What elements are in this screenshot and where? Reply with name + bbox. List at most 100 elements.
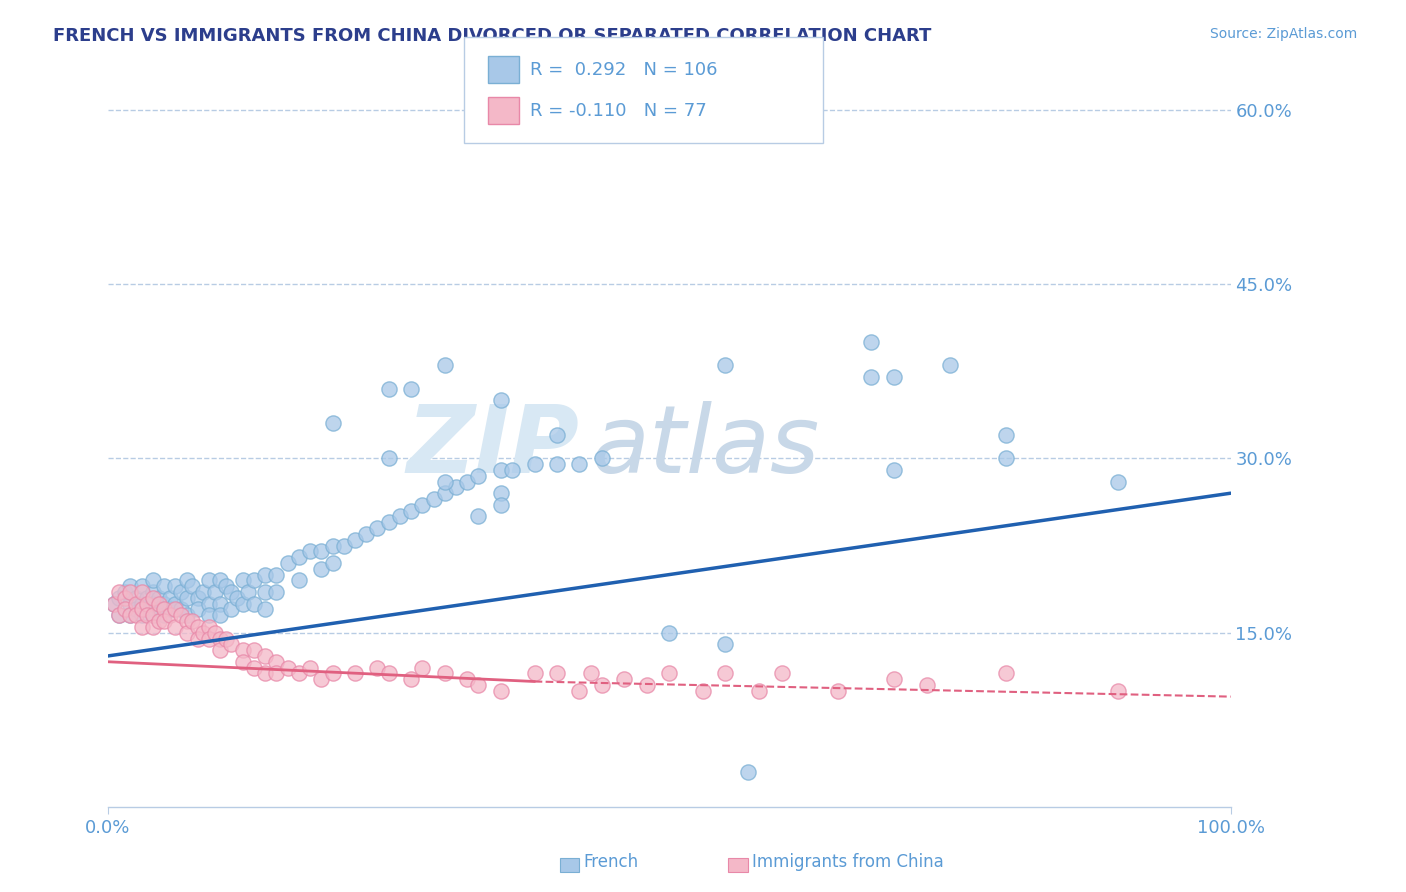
Point bbox=[254, 585, 277, 599]
Point bbox=[692, 683, 714, 698]
Point bbox=[153, 608, 176, 623]
Point bbox=[399, 672, 422, 686]
Point bbox=[221, 602, 243, 616]
Point bbox=[125, 591, 148, 605]
Point bbox=[131, 620, 153, 634]
Point bbox=[489, 486, 512, 500]
Point bbox=[221, 585, 243, 599]
Point bbox=[770, 666, 793, 681]
Point bbox=[125, 608, 148, 623]
Point bbox=[215, 632, 238, 646]
Point bbox=[153, 597, 176, 611]
Point bbox=[136, 608, 159, 623]
Point bbox=[148, 614, 170, 628]
Point bbox=[209, 643, 232, 657]
Point bbox=[568, 683, 591, 698]
Point bbox=[198, 608, 221, 623]
Point bbox=[995, 428, 1018, 442]
Point bbox=[321, 556, 343, 570]
Point bbox=[120, 585, 142, 599]
Point bbox=[568, 457, 591, 471]
Point bbox=[658, 625, 681, 640]
Point bbox=[142, 608, 165, 623]
Point bbox=[546, 428, 568, 442]
Point bbox=[321, 539, 343, 553]
Point bbox=[995, 451, 1018, 466]
Point bbox=[181, 579, 204, 593]
Point bbox=[165, 579, 187, 593]
Point bbox=[204, 585, 226, 599]
Point bbox=[422, 491, 444, 506]
Point bbox=[209, 608, 232, 623]
Point bbox=[153, 614, 176, 628]
Point bbox=[995, 666, 1018, 681]
Point bbox=[714, 359, 737, 373]
Point bbox=[860, 370, 883, 384]
Point bbox=[332, 539, 354, 553]
Point bbox=[411, 660, 433, 674]
Point bbox=[444, 480, 467, 494]
Point bbox=[467, 509, 489, 524]
Point bbox=[193, 585, 215, 599]
Text: FRENCH VS IMMIGRANTS FROM CHINA DIVORCED OR SEPARATED CORRELATION CHART: FRENCH VS IMMIGRANTS FROM CHINA DIVORCED… bbox=[53, 27, 932, 45]
Point bbox=[136, 591, 159, 605]
Point bbox=[159, 591, 181, 605]
Point bbox=[366, 521, 388, 535]
Point bbox=[103, 597, 125, 611]
Point bbox=[108, 585, 131, 599]
Point bbox=[176, 608, 198, 623]
Point bbox=[343, 666, 366, 681]
Point bbox=[136, 602, 159, 616]
Point bbox=[243, 660, 266, 674]
Point bbox=[354, 527, 377, 541]
Point bbox=[489, 683, 512, 698]
Point bbox=[131, 608, 153, 623]
Point bbox=[467, 678, 489, 692]
Text: R =  0.292   N = 106: R = 0.292 N = 106 bbox=[530, 61, 717, 78]
Point bbox=[221, 637, 243, 651]
Point bbox=[254, 666, 277, 681]
Point bbox=[591, 678, 613, 692]
Point bbox=[737, 765, 759, 780]
Point bbox=[299, 544, 322, 558]
Point bbox=[148, 597, 170, 611]
Point bbox=[377, 515, 399, 529]
Point bbox=[131, 585, 153, 599]
Point bbox=[176, 591, 198, 605]
Point bbox=[114, 585, 136, 599]
Point bbox=[288, 550, 311, 565]
Point bbox=[125, 597, 148, 611]
Point bbox=[204, 625, 226, 640]
Point bbox=[288, 666, 311, 681]
Point bbox=[254, 648, 277, 663]
Point bbox=[198, 597, 221, 611]
Point bbox=[209, 574, 232, 588]
Point bbox=[467, 468, 489, 483]
Point bbox=[343, 533, 366, 547]
Point bbox=[108, 591, 131, 605]
Point bbox=[187, 620, 209, 634]
Point bbox=[176, 614, 198, 628]
Point bbox=[266, 655, 288, 669]
Point bbox=[1107, 475, 1129, 489]
Point bbox=[523, 457, 546, 471]
Point bbox=[433, 475, 456, 489]
Point bbox=[120, 579, 142, 593]
Point bbox=[366, 660, 388, 674]
Point bbox=[399, 382, 422, 396]
Point bbox=[226, 591, 249, 605]
Point bbox=[388, 509, 411, 524]
Point bbox=[131, 597, 153, 611]
Point bbox=[125, 602, 148, 616]
Point bbox=[187, 591, 209, 605]
Point bbox=[546, 457, 568, 471]
Point bbox=[187, 632, 209, 646]
Point bbox=[266, 567, 288, 582]
Point bbox=[546, 666, 568, 681]
Point bbox=[176, 625, 198, 640]
Point bbox=[238, 585, 260, 599]
Point bbox=[883, 370, 905, 384]
Point bbox=[489, 393, 512, 408]
Point bbox=[198, 620, 221, 634]
Point bbox=[456, 475, 478, 489]
